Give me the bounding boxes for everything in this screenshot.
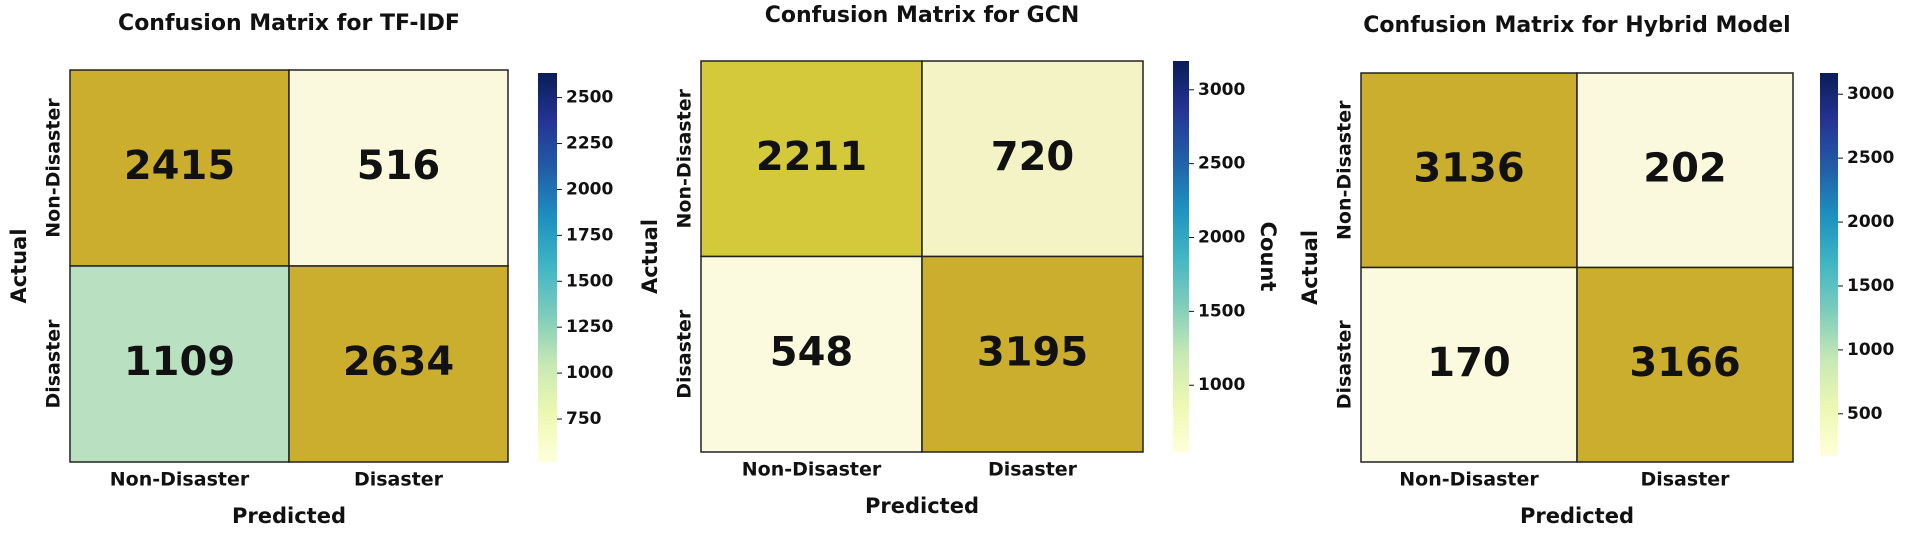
colorbar xyxy=(1173,61,1189,452)
cell-value-label: 170 xyxy=(1427,340,1511,386)
x-tick-label: Non-Disaster xyxy=(110,469,250,491)
colorbar-tick-label: 3000 xyxy=(1847,84,1894,104)
colorbar-tick-label: 500 xyxy=(1847,404,1883,424)
colorbar-tick-label: 2000 xyxy=(1847,212,1894,232)
cell-value-label: 3136 xyxy=(1413,145,1524,191)
heatmap-cell xyxy=(288,69,509,267)
x-tick-label: Disaster xyxy=(988,459,1078,481)
y-tick-label: Disaster xyxy=(674,309,696,399)
colorbar-tick-label: 2500 xyxy=(566,88,613,108)
colorbar-tick-label: 2500 xyxy=(1198,154,1245,174)
cell-value-label: 3195 xyxy=(977,329,1088,375)
chart-title: Confusion Matrix for Hybrid Model xyxy=(1363,13,1790,38)
heatmap-panel: Confusion Matrix for Hybrid Model 3136 202… xyxy=(1298,13,1894,528)
colorbar-tick-label: 1500 xyxy=(1198,301,1245,321)
heatmap-cell xyxy=(69,265,290,463)
heatmap-cell xyxy=(1576,72,1794,269)
colorbar-tick-label: 1000 xyxy=(1847,340,1894,360)
cell-value-label: 720 xyxy=(991,134,1075,180)
colorbar-tick-label: 1750 xyxy=(566,225,613,245)
colorbar-label: Count xyxy=(1256,222,1280,292)
colorbar-tick-label: 2000 xyxy=(1198,228,1245,248)
colorbar-tick-label: 2250 xyxy=(566,134,613,154)
heatmap-cell xyxy=(1576,266,1794,463)
x-axis-label: Predicted xyxy=(865,494,979,518)
cell-value-label: 2415 xyxy=(124,143,235,189)
heatmap-panel: Confusion Matrix for GCN 2211 720 548 3195 No… xyxy=(638,3,1280,518)
y-tick-label: Non-Disaster xyxy=(1334,100,1356,240)
x-axis-label: Predicted xyxy=(232,504,346,528)
heatmap-cell xyxy=(700,255,923,453)
heatmap-panel: Confusion Matrix for TF-IDF 2415 516 1109 26… xyxy=(7,11,613,528)
y-tick-label: Disaster xyxy=(43,319,65,409)
colorbar-tick-label: 1250 xyxy=(566,317,613,337)
colorbar-tick-label: 2000 xyxy=(566,179,613,199)
y-axis-label: Actual xyxy=(7,228,31,303)
chart-title: Confusion Matrix for TF-IDF xyxy=(118,11,460,36)
colorbar-tick-label: 1500 xyxy=(1847,276,1894,296)
cell-value-label: 3166 xyxy=(1629,340,1740,386)
colorbar-tick-label: 2500 xyxy=(1847,148,1894,168)
y-tick-label: Non-Disaster xyxy=(674,88,696,228)
heatmap-cell xyxy=(1360,72,1578,269)
heatmap-cell xyxy=(1360,266,1578,463)
y-axis-label: Actual xyxy=(1298,230,1322,305)
y-axis-label: Actual xyxy=(638,219,662,294)
cell-value-label: 2634 xyxy=(343,339,454,385)
heatmap-cell xyxy=(921,255,1144,453)
x-tick-label: Disaster xyxy=(1640,469,1730,491)
heatmap-cell xyxy=(288,265,509,463)
heatmap-cell xyxy=(69,69,290,267)
cell-value-label: 2211 xyxy=(756,134,867,180)
cell-value-label: 1109 xyxy=(124,339,235,385)
x-tick-label: Disaster xyxy=(354,469,444,491)
x-tick-label: Non-Disaster xyxy=(742,459,882,481)
y-tick-label: Non-Disaster xyxy=(43,98,65,238)
colorbar-tick-label: 1500 xyxy=(566,271,613,291)
cell-value-label: 516 xyxy=(357,143,441,189)
colorbar-tick-label: 1000 xyxy=(566,363,613,383)
colorbar-tick-label: 1000 xyxy=(1198,375,1245,395)
colorbar-tick-label: 750 xyxy=(566,409,602,429)
colorbar-tick-label: 3000 xyxy=(1198,80,1245,100)
cell-value-label: 202 xyxy=(1643,145,1727,191)
chart-title: Confusion Matrix for GCN xyxy=(765,3,1080,28)
heatmap-cell xyxy=(921,60,1144,258)
y-tick-label: Disaster xyxy=(1334,320,1356,410)
x-axis-label: Predicted xyxy=(1520,504,1634,528)
cell-value-label: 548 xyxy=(770,329,854,375)
x-tick-label: Non-Disaster xyxy=(1399,469,1539,491)
colorbar xyxy=(1820,73,1838,456)
colorbar xyxy=(538,73,557,462)
